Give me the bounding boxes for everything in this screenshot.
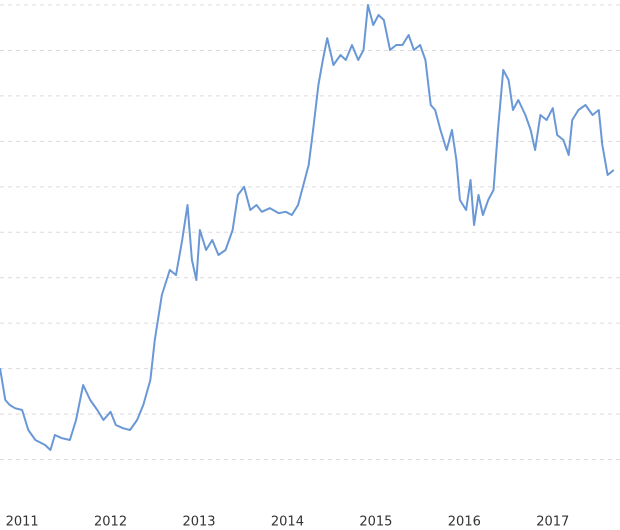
x-tick-label: 2016: [448, 515, 481, 530]
line: [0, 4, 615, 451]
x-tick-label: 2012: [94, 515, 127, 530]
x-tick-label: 2015: [359, 515, 392, 530]
x-tick-label: 2014: [271, 515, 304, 530]
x-tick-label: 2013: [182, 515, 215, 530]
x-tick-label: 2011: [6, 515, 39, 530]
x-tick-label: 2017: [536, 515, 569, 530]
